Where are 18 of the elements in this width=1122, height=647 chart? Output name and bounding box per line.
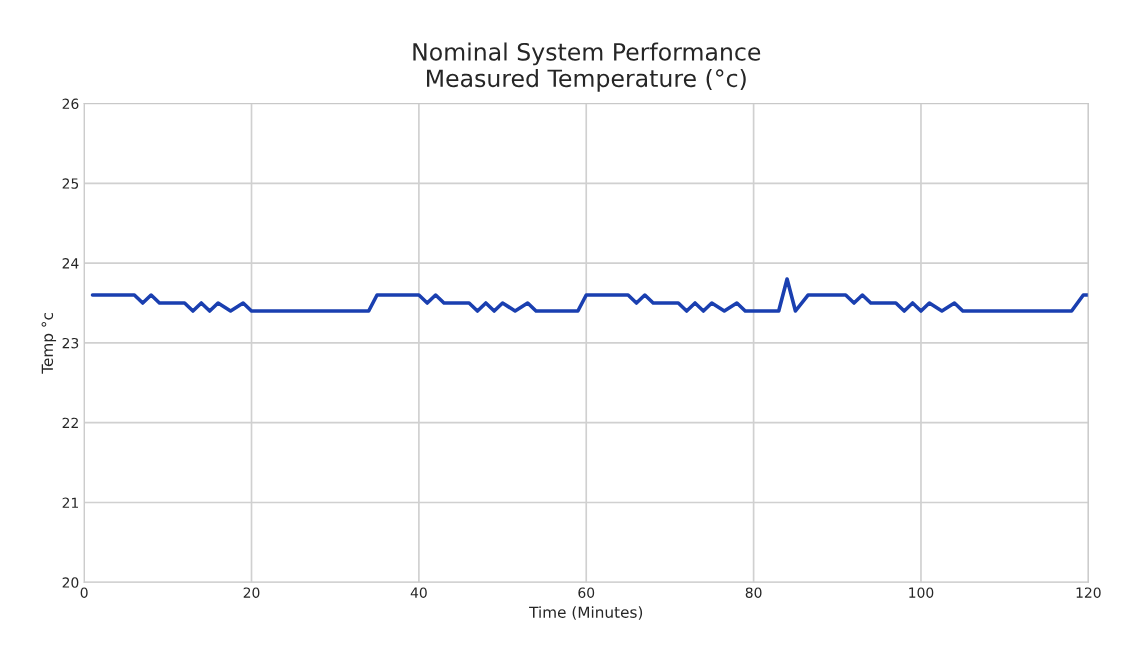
- line-series: [90, 277, 1089, 313]
- chart-title: Nominal System Performance Measured Temperature (°c): [413, 42, 761, 92]
- x-axis-title: Time (Minutes): [529, 606, 643, 620]
- x-tick-label: 100: [909, 587, 934, 598]
- x-tick-label: 20: [243, 587, 260, 598]
- x-tick-label: 40: [410, 587, 427, 598]
- y-tick-label: 21: [62, 497, 79, 508]
- x-tick-label: 0: [80, 587, 88, 598]
- y-tick-label: 26: [62, 98, 79, 109]
- y-tick-label: 20: [62, 577, 79, 588]
- x-tick-label: 80: [745, 587, 762, 598]
- y-tick-label: 25: [62, 178, 79, 189]
- x-tick-label: 60: [578, 587, 595, 598]
- y-tick-label: 24: [62, 258, 79, 269]
- x-tick-label: 120: [1076, 587, 1101, 598]
- y-tick-label: 22: [62, 417, 78, 428]
- y-axis-title: Temp °c: [41, 313, 57, 374]
- y-tick-label: 23: [62, 337, 79, 349]
